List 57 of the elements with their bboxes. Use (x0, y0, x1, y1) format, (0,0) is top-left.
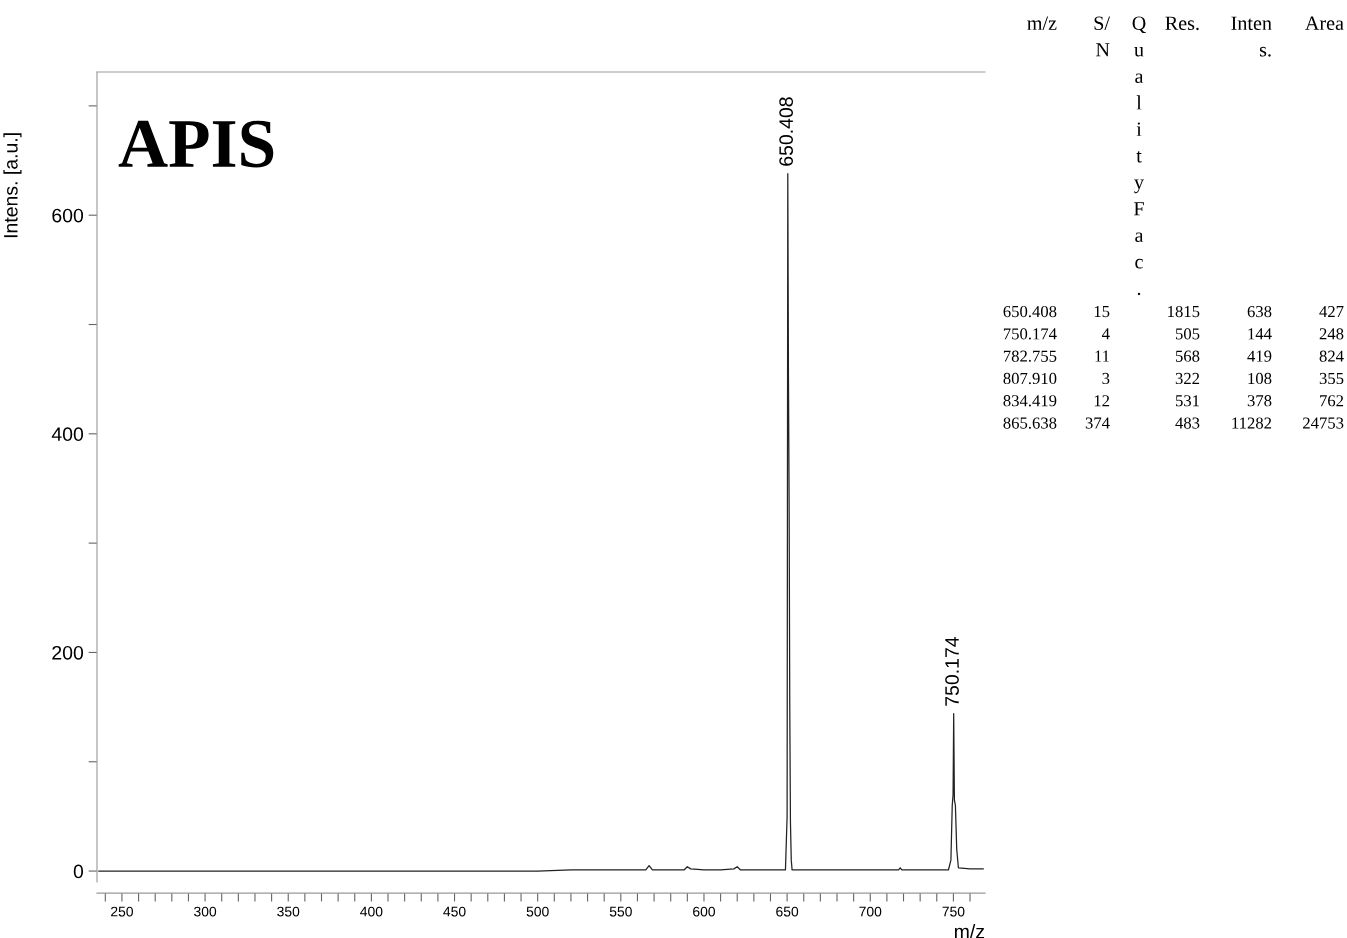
text: 568 (1175, 350, 1200, 362)
x-tick-label: 300 (194, 906, 217, 917)
text: 24753 (1303, 417, 1344, 429)
text: 322 (1175, 372, 1200, 385)
text: Res. (1165, 16, 1199, 31)
annotation: 650.408 (779, 97, 794, 166)
text: 248 (1319, 328, 1344, 340)
x-tick-label: 750 (942, 906, 965, 917)
y-tick-label: 600 (52, 208, 84, 223)
text: 505 (1175, 328, 1200, 340)
x-tick-label: 550 (609, 906, 632, 917)
annotation: 750.174 (945, 637, 959, 706)
x-tick-label: 400 (360, 906, 383, 917)
text: 11 (1095, 350, 1109, 362)
text: 750.174 (1003, 328, 1057, 340)
text: 419 (1247, 350, 1272, 362)
text: 762 (1320, 395, 1344, 407)
text: 782.755 (1003, 350, 1057, 362)
text: 483 (1175, 417, 1200, 429)
text: 4 (1101, 328, 1110, 340)
text: 638 (1247, 305, 1272, 318)
text: 355 (1319, 372, 1344, 385)
text: 12 (1094, 395, 1110, 407)
x-tick-label: 500 (526, 906, 549, 917)
x-tick-label: 700 (859, 906, 882, 917)
text: 531 (1175, 395, 1199, 407)
y-tick-label: 200 (52, 645, 84, 660)
text: 807.910 (1003, 372, 1057, 385)
text: 378 (1247, 395, 1272, 407)
text: m/z (1027, 16, 1057, 31)
text: Area (1305, 16, 1344, 31)
line-series (98, 173, 984, 872)
x-tick-label: 350 (277, 906, 300, 917)
text: 3 (1102, 372, 1110, 385)
x-tick-label: 450 (443, 906, 466, 917)
text: 834.419 (1003, 395, 1057, 407)
x-tick-label: 250 (111, 906, 133, 917)
annotation: APIS (118, 120, 274, 168)
x-axis-title: m/z (954, 924, 985, 938)
text: 1815 (1168, 305, 1200, 318)
text: 11282 (1232, 417, 1272, 429)
text: 650.408 (1003, 305, 1057, 318)
text: 15 (1094, 306, 1110, 318)
text: 108 (1248, 372, 1272, 385)
text: Intens. (1231, 16, 1272, 57)
text: 824 (1319, 350, 1344, 362)
x-tick-label: 600 (693, 906, 716, 917)
y-axis-title: Intens. [a.u.] (3, 133, 22, 238)
y-tick-label: 400 (51, 427, 84, 442)
y-tick-label: 0 (73, 864, 84, 879)
text: 865.638 (1003, 417, 1057, 429)
text: 374 (1085, 417, 1110, 429)
text: S/N (1094, 16, 1110, 57)
text: 427 (1319, 305, 1344, 318)
x-tick-label: 650 (776, 906, 799, 917)
text: QualityFac. (1132, 16, 1146, 296)
text: 144 (1248, 328, 1272, 340)
